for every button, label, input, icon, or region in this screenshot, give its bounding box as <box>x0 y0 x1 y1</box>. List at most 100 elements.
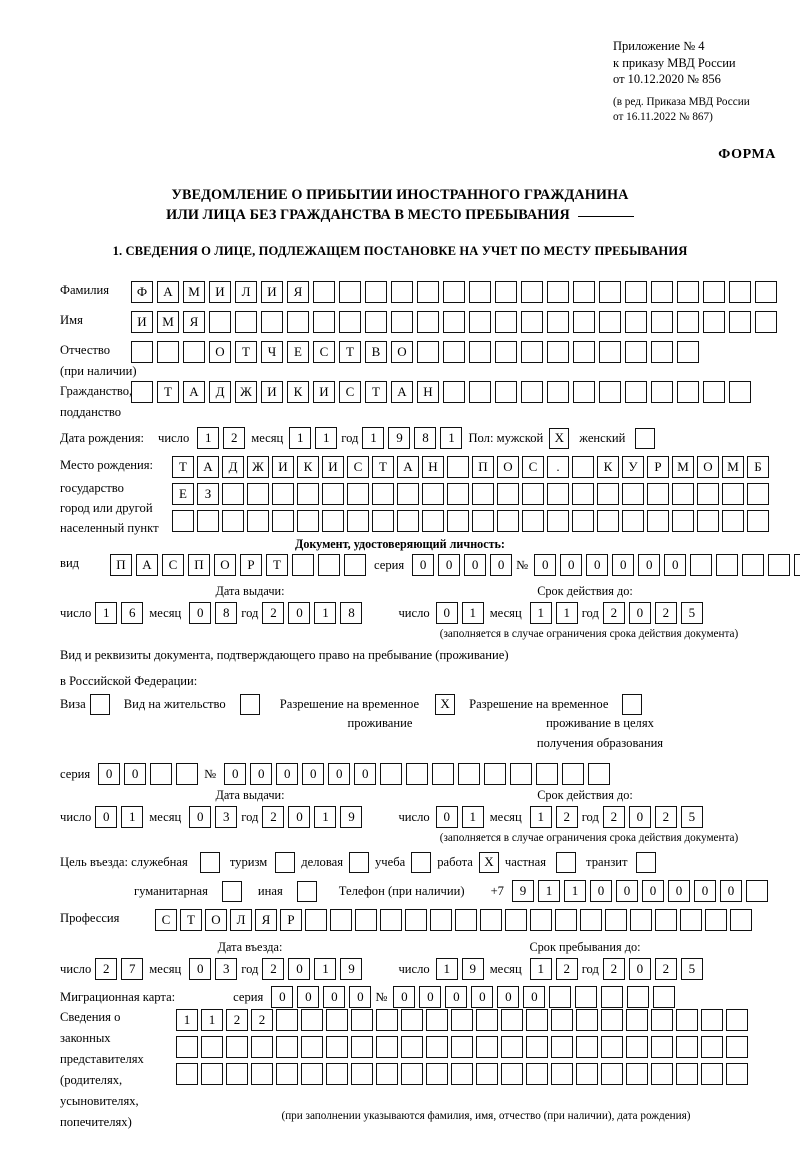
input-cell[interactable] <box>576 1009 598 1031</box>
input-cell[interactable] <box>580 909 602 931</box>
input-cell[interactable] <box>391 281 413 303</box>
input-cell[interactable]: 9 <box>388 427 411 449</box>
purpose-other-checkbox[interactable] <box>296 880 317 902</box>
input-cell[interactable]: 0 <box>95 806 118 828</box>
input-cell[interactable] <box>351 1009 373 1031</box>
input-cell[interactable] <box>651 281 673 303</box>
input-cell[interactable]: 2 <box>654 958 677 980</box>
input-cell[interactable] <box>597 510 619 532</box>
input-cell[interactable] <box>480 909 502 931</box>
input-cell[interactable] <box>422 483 444 505</box>
input-cell[interactable] <box>601 1009 623 1031</box>
input-cell[interactable]: Р <box>647 456 669 478</box>
reps-row3-cells[interactable] <box>176 1063 751 1085</box>
input-cell[interactable]: 0 <box>276 763 299 785</box>
input-cell[interactable]: И <box>131 311 153 333</box>
input-cell[interactable] <box>276 1009 298 1031</box>
input-cell[interactable] <box>344 554 366 576</box>
input-cell[interactable] <box>547 510 569 532</box>
input-cell[interactable] <box>605 909 627 931</box>
input-cell[interactable] <box>547 483 569 505</box>
input-cell[interactable] <box>276 1036 298 1058</box>
input-cell[interactable] <box>150 763 173 785</box>
input-cell[interactable] <box>726 1009 748 1031</box>
input-cell[interactable]: 0 <box>693 880 716 902</box>
input-cell[interactable] <box>622 483 644 505</box>
input-cell[interactable] <box>376 1036 398 1058</box>
purpose-study-checkbox[interactable] <box>411 852 432 873</box>
purpose-humanitarian-checkbox[interactable] <box>221 880 242 902</box>
input-cell[interactable]: 2 <box>555 806 578 828</box>
input-cell[interactable] <box>573 281 595 303</box>
input-cell[interactable] <box>347 510 369 532</box>
input-cell[interactable]: 1 <box>201 1009 223 1031</box>
input-cell[interactable]: Ж <box>247 456 269 478</box>
input-cell[interactable] <box>469 311 491 333</box>
input-cell[interactable]: 1 <box>197 427 220 449</box>
input-cell[interactable] <box>703 311 725 333</box>
input-cell[interactable]: 0 <box>664 554 687 576</box>
input-cell[interactable]: 2 <box>602 806 625 828</box>
input-cell[interactable]: 1 <box>461 806 484 828</box>
input-cell[interactable] <box>627 986 650 1008</box>
input-cell[interactable] <box>301 1009 323 1031</box>
input-cell[interactable]: 2 <box>226 1009 248 1031</box>
input-cell[interactable] <box>430 909 452 931</box>
input-cell[interactable] <box>547 341 569 363</box>
input-cell[interactable] <box>651 1009 673 1031</box>
input-cell[interactable]: 1 <box>289 427 312 449</box>
input-cell[interactable]: И <box>322 456 344 478</box>
input-cell[interactable] <box>455 909 477 931</box>
input-cell[interactable] <box>729 281 751 303</box>
input-cell[interactable] <box>705 909 727 931</box>
input-cell[interactable]: А <box>391 381 413 403</box>
input-cell[interactable]: 9 <box>461 958 484 980</box>
purpose-official-checkbox[interactable] <box>199 852 220 873</box>
input-cell[interactable] <box>726 1063 748 1085</box>
input-cell[interactable]: 0 <box>612 554 635 576</box>
input-cell[interactable] <box>355 909 377 931</box>
input-cell[interactable] <box>672 510 694 532</box>
input-cell[interactable]: М <box>157 311 179 333</box>
input-cell[interactable]: Ч <box>261 341 283 363</box>
input-cell[interactable] <box>745 880 768 902</box>
input-cell[interactable]: 1 <box>563 880 586 902</box>
input-cell[interactable]: К <box>287 381 309 403</box>
input-cell[interactable] <box>326 1063 348 1085</box>
input-cell[interactable] <box>549 986 572 1008</box>
input-cell[interactable]: 1 <box>95 602 118 624</box>
input-cell[interactable]: 1 <box>314 602 337 624</box>
input-cell[interactable] <box>599 281 621 303</box>
input-cell[interactable] <box>555 909 577 931</box>
input-cell[interactable] <box>401 1036 423 1058</box>
input-cell[interactable]: 0 <box>349 986 372 1008</box>
input-cell[interactable] <box>406 763 429 785</box>
input-cell[interactable] <box>469 381 491 403</box>
input-cell[interactable]: 0 <box>628 958 651 980</box>
input-cell[interactable] <box>573 381 595 403</box>
input-cell[interactable] <box>292 554 314 576</box>
input-cell[interactable] <box>495 341 517 363</box>
input-cell[interactable]: П <box>188 554 210 576</box>
input-cell[interactable] <box>599 311 621 333</box>
input-cell[interactable]: С <box>347 456 369 478</box>
input-cell[interactable]: О <box>697 456 719 478</box>
input-cell[interactable] <box>522 483 544 505</box>
input-cell[interactable] <box>630 909 652 931</box>
input-cell[interactable]: 0 <box>412 554 435 576</box>
input-cell[interactable] <box>405 909 427 931</box>
input-cell[interactable] <box>697 483 719 505</box>
input-cell[interactable] <box>339 281 361 303</box>
input-cell[interactable]: А <box>157 281 179 303</box>
